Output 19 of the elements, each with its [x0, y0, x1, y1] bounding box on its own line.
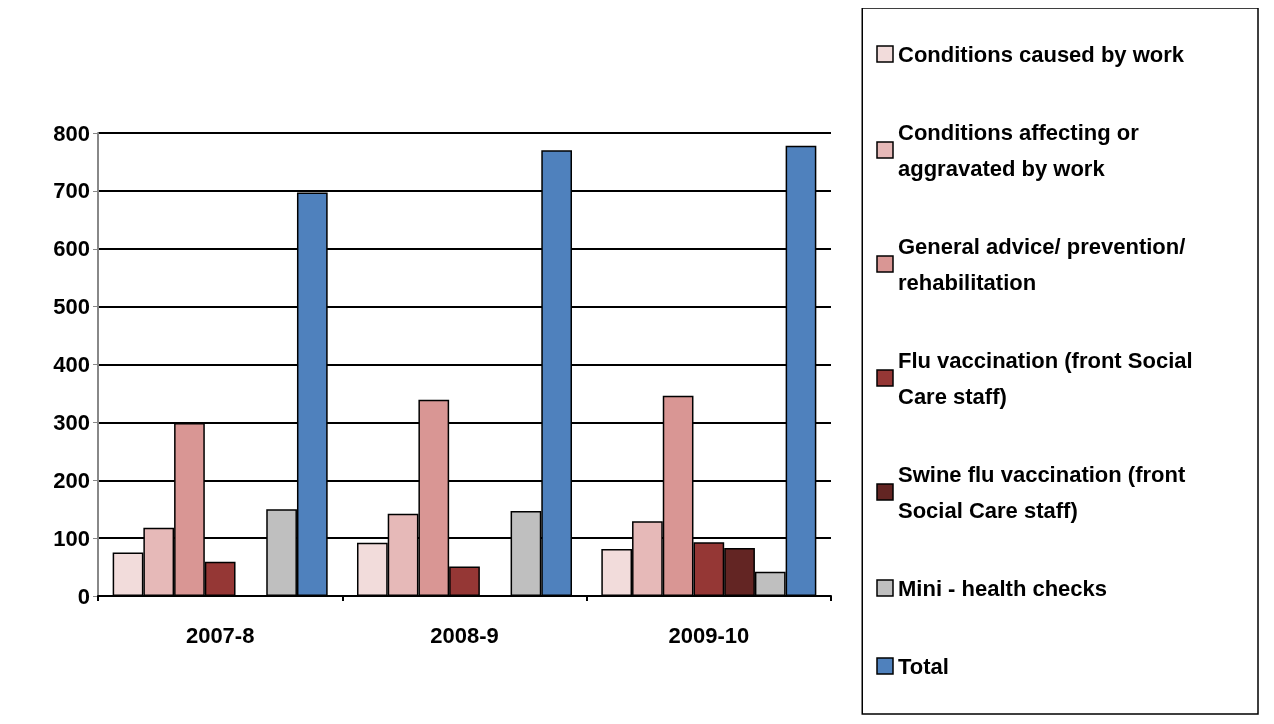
y-tick-label: 800: [53, 120, 90, 146]
y-tick-label: 600: [53, 236, 90, 262]
y-tick-label: 700: [53, 178, 90, 204]
y-tick-label: 300: [53, 409, 90, 435]
legend-label: Conditions affecting or aggravated by work: [898, 119, 1145, 181]
x-tick-label: 2007-8: [185, 622, 255, 648]
legend-label: Flu vaccination (front Social Care staff): [898, 347, 1199, 409]
legend-label: Mini - health checks: [898, 575, 1108, 601]
legend-label: Total: [898, 653, 949, 679]
y-tick-label: 200: [53, 467, 90, 493]
x-tick-label: 2009-10: [668, 622, 750, 648]
legend-label: General advice/ prevention/ rehabilitation: [898, 233, 1192, 295]
legend-label: Conditions caused by work: [898, 41, 1185, 67]
y-tick-label: 500: [53, 294, 90, 320]
y-tick-label: 100: [53, 525, 90, 551]
legend-label: Swine flu vaccination (front Social Care staff): [898, 461, 1192, 523]
x-tick-label: 2008-9: [430, 622, 499, 648]
y-tick-label: 0: [77, 583, 90, 609]
y-tick-label: 400: [53, 352, 90, 377]
